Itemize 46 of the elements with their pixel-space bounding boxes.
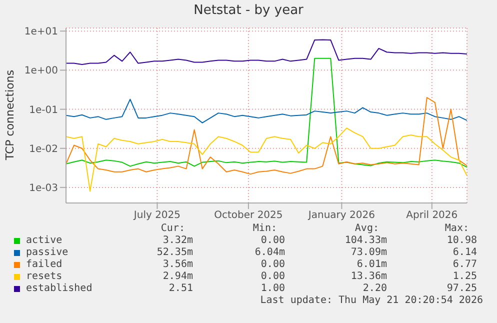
x-tick-label: April 2026	[406, 210, 458, 222]
text: 2.94m	[162, 271, 193, 282]
legend-label: active	[26, 235, 62, 246]
text: 73.09m	[350, 247, 387, 258]
line-series	[66, 128, 467, 192]
text: 10.98	[446, 235, 477, 246]
x-tick-label: July 2025	[132, 210, 181, 222]
y-tick-label: 1e+01	[24, 26, 58, 38]
line-series	[66, 39, 467, 65]
text: Max:	[444, 223, 469, 234]
text: 3.56m	[162, 259, 193, 270]
x-tick-label: October 2025	[214, 210, 283, 222]
text: 97.25	[446, 283, 477, 294]
y-tick-label: 1e-03	[29, 182, 58, 194]
y-tick-label: 1e-02	[29, 144, 58, 155]
text: Cur:	[160, 223, 185, 234]
line-series	[66, 98, 467, 124]
y-axis-title: TCP connections	[4, 70, 16, 160]
text: 1.00	[260, 283, 285, 294]
text: 6.14	[452, 247, 477, 258]
line-series	[66, 58, 467, 168]
text: 2.20	[362, 283, 387, 294]
text: 13.36m	[350, 271, 387, 282]
text: 2.51	[168, 283, 193, 294]
legend-label: resets	[26, 271, 62, 282]
text: Min:	[252, 223, 277, 234]
text: 6.01m	[356, 259, 387, 270]
y-tick-label: 1e-01	[29, 104, 58, 116]
y-tick-label: 1e+00	[24, 66, 58, 77]
text: 6.77	[452, 259, 477, 270]
text: 0.00	[260, 271, 285, 282]
text: 0.00	[260, 235, 285, 246]
chart-title: Netstat - by year	[192, 3, 304, 18]
text: 1.25	[452, 271, 477, 282]
text: 3.32m	[162, 235, 193, 246]
legend-label: established	[26, 283, 92, 294]
legend-label: failed	[26, 259, 62, 270]
text: 104.33m	[344, 235, 387, 246]
text: 6.04m	[254, 247, 285, 258]
text: 0.00	[260, 259, 285, 270]
legend-label: passive	[26, 247, 68, 258]
line-series	[66, 97, 467, 175]
text: 52.35m	[156, 247, 193, 258]
text: Avg:	[354, 223, 379, 234]
x-tick-label: January 2026	[307, 210, 375, 222]
text: Last update: Thu May 21 20:20:54 2026	[260, 295, 483, 306]
